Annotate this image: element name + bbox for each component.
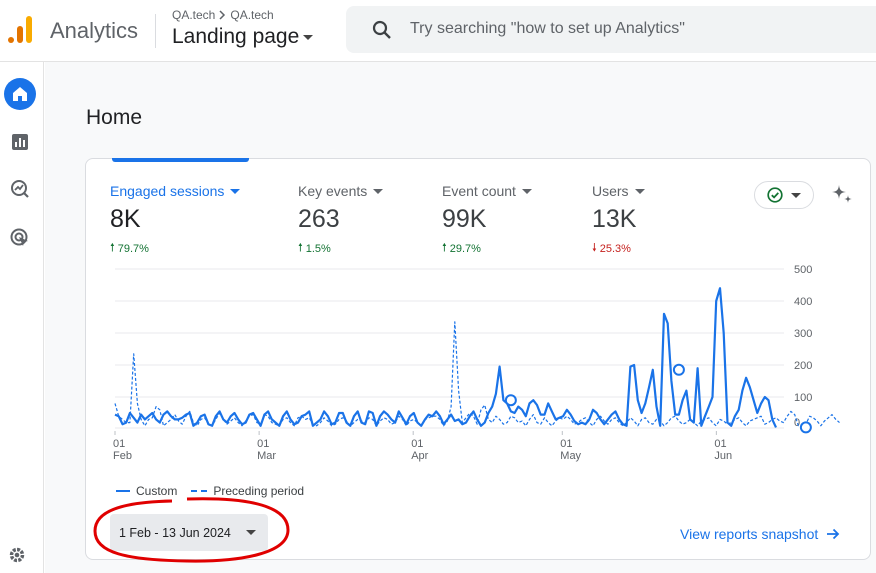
search-placeholder: Try searching "how to set up Analytics" xyxy=(410,20,685,37)
chevron-down-icon[interactable] xyxy=(521,188,532,194)
main-content: Home Engaged sessions 8K 🠕 79.7% Key eve… xyxy=(45,62,876,573)
nav-advertising[interactable] xyxy=(4,222,36,254)
metric-users[interactable]: Users 13K 🠗 25.3% xyxy=(592,183,645,258)
x-tick-month: Apr xyxy=(411,450,428,462)
metric-change: 79.7% xyxy=(117,242,149,255)
breadcrumb-property[interactable]: QA.tech xyxy=(230,8,274,22)
metric-value: 99K xyxy=(442,205,487,233)
metric-change: 1.5% xyxy=(305,242,331,255)
nav-home[interactable] xyxy=(4,78,36,110)
x-tick-month: Feb xyxy=(113,450,132,462)
metric-label: Engaged sessions xyxy=(110,183,225,199)
chevron-down-icon[interactable] xyxy=(373,188,384,194)
property-name: Landing page xyxy=(172,25,300,48)
metric-key-events[interactable]: Key events 263 🠕 1.5% xyxy=(298,183,384,258)
nav-explore[interactable] xyxy=(4,173,36,205)
page-title: Home xyxy=(86,106,143,129)
view-reports-snapshot-label: View reports snapshot xyxy=(680,526,819,542)
arrow-up-icon: 🠕 xyxy=(110,242,115,254)
gear-icon[interactable] xyxy=(7,545,27,565)
x-tick-month: Mar xyxy=(257,450,276,462)
metric-label: Key events xyxy=(298,183,368,199)
property-selector[interactable]: Landing page xyxy=(172,25,314,49)
breadcrumb[interactable]: QA.tech QA.tech xyxy=(172,8,274,22)
nav-reports[interactable] xyxy=(4,126,36,158)
x-tick-day: 01 xyxy=(411,438,423,450)
chevron-down-icon xyxy=(791,192,801,198)
legend-preceding: Preceding period xyxy=(213,484,305,498)
trend-chart[interactable]: 010020030040050001Feb01Mar01Apr01May01Ju… xyxy=(86,259,872,484)
x-tick-month: May xyxy=(560,450,581,462)
app-name: Analytics xyxy=(50,18,139,43)
side-nav xyxy=(0,62,44,573)
metric-value: 8K xyxy=(110,205,141,233)
metric-change: 25.3% xyxy=(599,242,631,255)
data-point-marker xyxy=(504,394,517,407)
y-tick-label: 100 xyxy=(794,392,812,404)
metric-engaged-sessions[interactable]: Engaged sessions 8K 🠕 79.7% xyxy=(110,183,241,258)
data-point-marker xyxy=(672,363,685,376)
active-metric-indicator xyxy=(112,158,249,162)
advertising-icon xyxy=(10,228,28,246)
metric-value: 263 xyxy=(298,205,340,233)
arrow-up-icon: 🠕 xyxy=(298,242,303,254)
search-icon xyxy=(372,20,391,39)
metric-label: Event count xyxy=(442,183,516,199)
y-tick-label: 400 xyxy=(794,296,812,308)
y-tick-label: 0 xyxy=(794,417,800,429)
bar-chart-icon xyxy=(12,134,28,150)
x-tick-month: Jun xyxy=(714,450,732,462)
legend-solid-line xyxy=(116,490,130,492)
data-point-marker xyxy=(799,421,812,434)
metric-value: 13K xyxy=(592,205,637,233)
date-range-label: 1 Feb - 13 Jun 2024 xyxy=(119,525,231,540)
insights-sparkle-icon[interactable] xyxy=(830,183,854,207)
metric-event-count[interactable]: Event count 99K 🠕 29.7% xyxy=(442,183,532,258)
x-tick-day: 01 xyxy=(113,438,125,450)
legend-custom: Custom xyxy=(136,484,178,498)
search-bar[interactable]: Try searching "how to set up Analytics" xyxy=(346,6,876,53)
chart-legend: Custom Preceding period xyxy=(116,484,304,498)
comparison-status-button[interactable] xyxy=(754,181,814,209)
x-tick-day: 01 xyxy=(714,438,726,450)
y-tick-label: 200 xyxy=(794,360,812,372)
series-preceding-period xyxy=(114,321,840,428)
chevron-down-icon[interactable] xyxy=(634,188,645,194)
metric-label: Users xyxy=(592,183,629,199)
chevron-down-icon xyxy=(246,530,256,535)
analytics-logo-icon[interactable] xyxy=(6,15,34,45)
metric-change: 29.7% xyxy=(449,242,481,255)
legend-dashed-line xyxy=(191,490,208,492)
arrow-up-icon: 🠕 xyxy=(442,242,447,254)
arrow-right-icon xyxy=(827,528,840,540)
arrow-down-icon: 🠗 xyxy=(592,242,597,254)
header-divider xyxy=(155,14,156,48)
home-icon xyxy=(13,87,27,101)
y-tick-label: 300 xyxy=(794,328,812,340)
top-bar: Analytics QA.tech QA.tech Landing page T… xyxy=(0,0,876,62)
check-circle-icon xyxy=(767,187,783,203)
chevron-down-icon xyxy=(303,34,314,40)
chevron-right-icon xyxy=(219,10,226,20)
chevron-down-icon[interactable] xyxy=(230,188,241,194)
x-tick-day: 01 xyxy=(560,438,572,450)
view-reports-snapshot-link[interactable]: View reports snapshot xyxy=(680,526,840,542)
date-range-picker[interactable]: 1 Feb - 13 Jun 2024 xyxy=(110,514,268,551)
series-custom xyxy=(114,287,777,428)
x-tick-day: 01 xyxy=(257,438,269,450)
overview-card: Engaged sessions 8K 🠕 79.7% Key events 2… xyxy=(85,158,871,560)
y-tick-label: 500 xyxy=(794,264,812,276)
breadcrumb-account[interactable]: QA.tech xyxy=(172,8,216,22)
explore-icon xyxy=(11,180,29,198)
